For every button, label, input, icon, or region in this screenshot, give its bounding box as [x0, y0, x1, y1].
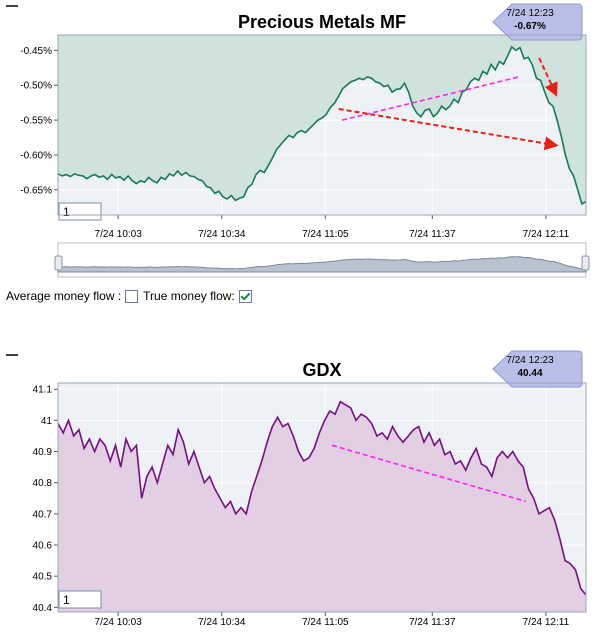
mf-navigator-left-handle[interactable]: [54, 255, 63, 271]
gdx-y-tick-label: 40.9: [33, 447, 53, 458]
gdx-area: [58, 401, 586, 612]
mf-value-badge: 7/24 12:23 -0.67%: [492, 3, 583, 41]
mf-period-input[interactable]: 1: [63, 205, 70, 219]
gdx-value-badge: 7/24 12:23 40.44: [492, 350, 583, 388]
mf-chart: -0.45% -0.50% -0.55% -0.60% -0.65% 7/24 10:0…: [6, 3, 590, 278]
gdx-y-tick-label: 40.4: [33, 603, 53, 614]
gdx-badge-value: 40.44: [517, 368, 542, 379]
true-money-flow-label: True money flow:: [143, 289, 235, 303]
mf-x-tick-label: 7/24 11:37: [409, 229, 456, 240]
gdx-x-tick-label: 7/24 11:37: [409, 617, 456, 628]
mf-annotations: [338, 57, 559, 151]
mf-navigator-right-handle[interactable]: [581, 255, 590, 271]
gdx-period-input-box[interactable]: [58, 590, 102, 609]
mf-badge-time: 7/24 12:23: [506, 8, 554, 19]
mf-badge-arrow-icon: [492, 3, 583, 41]
gdx-plot-frame: [57, 382, 587, 613]
gdx-title: GDX: [302, 360, 341, 380]
gdx-y-tick-label: 41: [41, 416, 53, 427]
mf-area: [58, 35, 586, 204]
mf-trend-arrow: [538, 57, 558, 97]
mf-y-tick-label: -0.65%: [20, 185, 52, 196]
mf-x-tick-label: 7/24 11:05: [302, 229, 349, 240]
mf-y-tick-label: -0.50%: [20, 81, 52, 92]
mf-x-tick-label: 7/24 10:34: [198, 229, 246, 240]
mf-title: Precious Metals MF: [238, 12, 406, 32]
money-flow-controls: Average money flow : True money flow:: [6, 289, 257, 303]
mf-y-tick-label: -0.60%: [20, 151, 52, 162]
gdx-badge-arrow-icon: [492, 350, 583, 388]
mf-trend-line: [341, 76, 520, 121]
mf-period-input-box[interactable]: [58, 202, 102, 221]
gdx-annotations: [331, 444, 527, 503]
mf-x-tick-label: 7/24 10:03: [95, 229, 143, 240]
gdx-badge-time: 7/24 12:23: [506, 355, 554, 366]
mf-y-tick-labels: -0.45% -0.50% -0.55% -0.60% -0.65%: [20, 46, 58, 196]
mf-badge-value: -0.67%: [514, 21, 546, 32]
gdx-y-tick-label: 41.1: [33, 385, 53, 396]
gdx-x-tick-label: 7/24 10:34: [198, 617, 246, 628]
gdx-trend-line: [331, 444, 527, 503]
gdx-y-tick-label: 40.6: [33, 541, 53, 552]
mf-navigator[interactable]: [54, 242, 590, 278]
gdx-x-tick-label: 7/24 12:11: [523, 617, 570, 628]
gdx-chart: 41.1 41 40.9 40.8 40.7 40.6 40.5 40.4 7/24 10:0…: [6, 350, 587, 628]
gdx-x-tick-labels: 7/24 10:03 7/24 10:34 7/24 11:05 7/24 11:37…: [95, 612, 570, 628]
mf-series-line: [57, 45, 587, 205]
mf-y-tick-label: -0.55%: [20, 116, 52, 127]
mf-plot-frame: [57, 34, 587, 216]
gdx-y-tick-label: 40.7: [33, 509, 53, 520]
gdx-period-input[interactable]: 1: [63, 593, 70, 607]
gdx-x-tick-label: 7/24 10:03: [95, 617, 143, 628]
average-money-flow-checkbox[interactable]: [125, 289, 139, 303]
average-money-flow-label: Average money flow :: [6, 289, 122, 303]
gdx-y-tick-label: 40.8: [33, 478, 53, 489]
mf-trend-arrow: [338, 107, 559, 151]
mf-navigator-area: [57, 256, 587, 273]
gdx-y-tick-labels: 41.1 41 40.9 40.8 40.7 40.6 40.5 40.4: [33, 385, 58, 614]
gdx-series-line: [57, 400, 587, 596]
gdx-x-tick-label: 7/24 11:05: [302, 617, 349, 628]
mf-x-tick-labels: 7/24 10:03 7/24 10:34 7/24 11:05 7/24 11:37…: [95, 215, 570, 240]
mf-x-tick-label: 7/24 12:11: [523, 229, 570, 240]
gdx-y-tick-label: 40.5: [33, 572, 53, 583]
true-money-flow-checkbox[interactable]: [238, 289, 252, 303]
mf-y-tick-label: -0.45%: [20, 46, 52, 57]
